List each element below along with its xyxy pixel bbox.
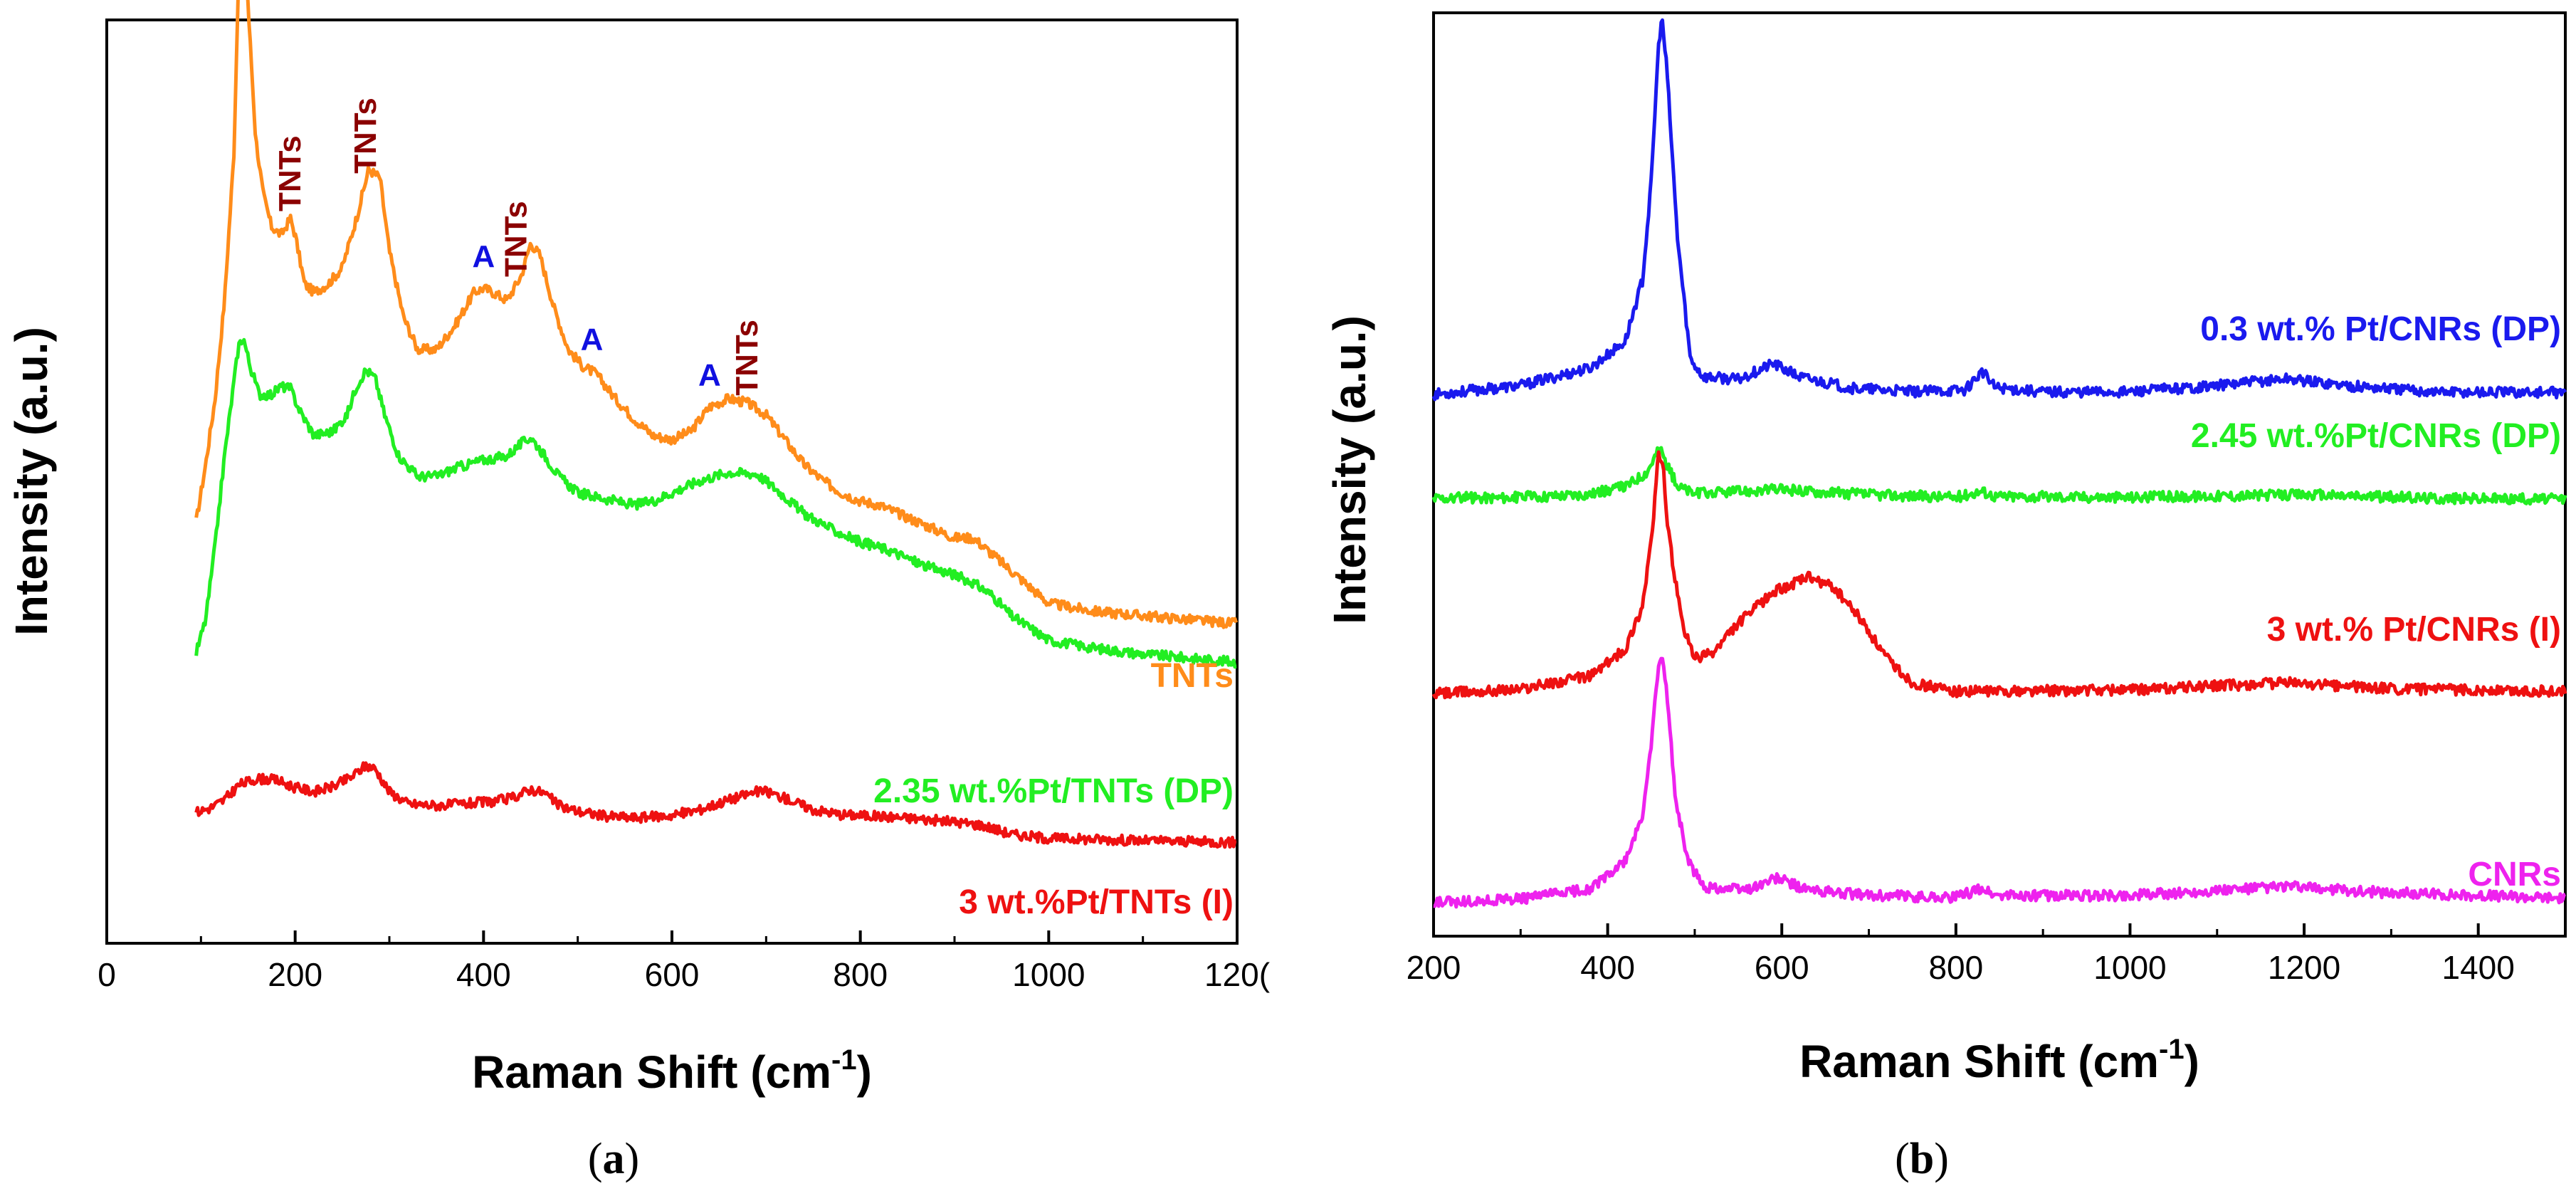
series-label: 2.45 wt.%Pt/CNRs (DP) <box>2191 417 2561 455</box>
series-lines-b <box>1431 18 2567 909</box>
x-tick-label: 1000 <box>2093 949 2166 986</box>
x-tick-label: 120( <box>1204 956 1271 993</box>
x-axis-title-a: Raman Shift (cm-1) <box>472 1044 872 1098</box>
x-tick-label: 200 <box>1407 949 1461 986</box>
series-line-3-wt-pt-cnrs-i- <box>1431 450 2567 700</box>
caption-b: (b) <box>1895 1135 1949 1183</box>
ticks-a: 0 200 400 600 800 1000 120( <box>98 930 1271 993</box>
x-tick-label: 800 <box>833 956 888 993</box>
series-label: 0.3 wt.% Pt/CNRs (DP) <box>2200 310 2561 348</box>
x-tick-label: 600 <box>645 956 700 993</box>
y-axis-title-b: Intensity (a.u.) <box>1324 315 1375 624</box>
peak-label-tnts: TNTs <box>348 98 383 174</box>
peak-label-anatase: A <box>472 239 495 274</box>
series-line-2-35-wt-pt-tnts-dp- <box>194 337 1237 669</box>
series-line-tnts <box>194 0 1239 629</box>
peak-annotations-a: ATNTsTNTsTNTsAAATNTs <box>273 98 764 396</box>
y-axis-title-a: Intensity (a.u.) <box>6 327 57 636</box>
x-tick-label: 200 <box>268 956 322 993</box>
x-tick-label: 600 <box>1755 949 1809 986</box>
peak-label-tnts: TNTs <box>499 201 534 277</box>
series-line-2-45-wt-pt-cnrs-dp- <box>1431 446 2567 506</box>
peak-label-anatase: A <box>581 322 604 357</box>
series-line-cnrs <box>1433 656 2567 909</box>
x-axis-title-a-main: Raman Shift (cm <box>472 1046 831 1098</box>
series-label: TNTs <box>1151 657 1234 695</box>
x-tick-label: 400 <box>456 956 511 993</box>
caption-a: (a) <box>588 1135 639 1183</box>
series-label: 3 wt.% Pt/CNRs (I) <box>2267 611 2561 649</box>
x-tick-label: 800 <box>1928 949 1983 986</box>
series-labels-a: TNTs 2.35 wt.%Pt/TNTs (DP) 3 wt.%Pt/TNTs (… <box>873 657 1234 921</box>
x-tick-label: 1000 <box>1012 956 1085 993</box>
plot-frame-b <box>1432 11 2567 938</box>
series-line-3-wt-pt-tnts-i- <box>194 761 1237 849</box>
x-tick-label: 0 <box>98 956 116 993</box>
caption-b-letter: b <box>1910 1135 1934 1183</box>
series-label: CNRs <box>2468 856 2561 893</box>
series-lines-a <box>194 0 1239 849</box>
ticks-b: 200 400 600 800 1000 1200 1400 <box>1407 923 2515 986</box>
peak-label-tnts: TNTs <box>730 320 764 396</box>
peak-label-tnts: TNTs <box>273 135 307 211</box>
series-line-0-3-wt-pt-cnrs-dp- <box>1431 18 2567 402</box>
x-axis-title-a-close: ) <box>857 1046 872 1098</box>
x-tick-label: 1200 <box>2268 949 2340 986</box>
x-axis-title-b-close: ) <box>2185 1036 2199 1087</box>
x-axis-title-b-main: Raman Shift (cm <box>1799 1036 2159 1087</box>
x-tick-label: 400 <box>1580 949 1635 986</box>
series-labels-b: 0.3 wt.% Pt/CNRs (DP) 2.45 wt.%Pt/CNRs (D… <box>2191 310 2561 893</box>
caption-a-letter: a <box>603 1135 625 1183</box>
x-axis-title-b: Raman Shift (cm-1) <box>1799 1034 2199 1087</box>
series-label: 2.35 wt.%Pt/TNTs (DP) <box>873 772 1234 810</box>
x-axis-title-b-sup: -1 <box>2159 1034 2185 1065</box>
peak-label-anatase: A <box>698 358 721 393</box>
panel-b: 200 400 600 800 1000 1200 1400 0.3 wt.% Pt/CNR… <box>1324 11 2567 1183</box>
x-axis-title-a-sup: -1 <box>831 1044 857 1076</box>
series-label: 3 wt.%Pt/TNTs (I) <box>959 883 1234 921</box>
x-tick-label: 1400 <box>2442 949 2515 986</box>
